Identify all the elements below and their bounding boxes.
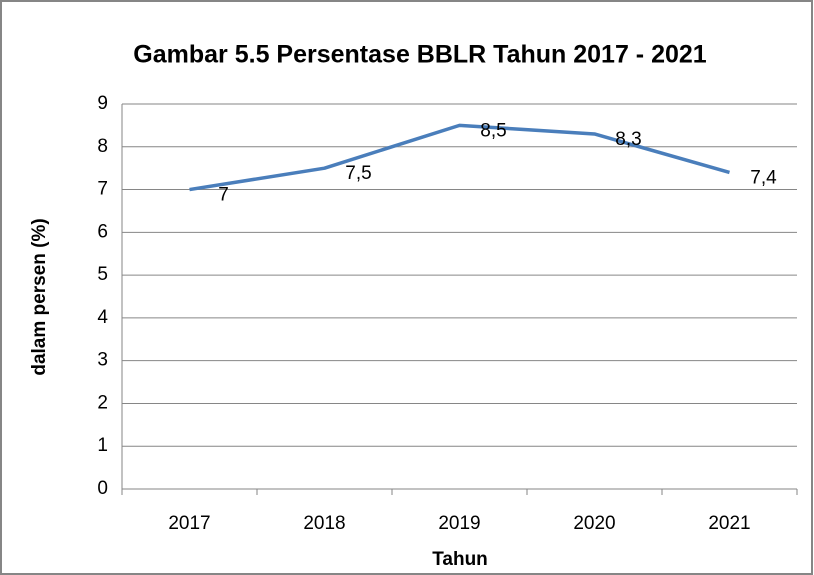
x-axis-label: Tahun [432,549,488,570]
y-tick-label: 9 [97,93,108,114]
data-label: 8,5 [480,120,506,141]
data-label: 7,5 [345,163,371,184]
y-axis-label: dalam persen (%) [29,218,50,375]
y-tick-label: 4 [97,307,108,328]
x-tick-label: 2020 [573,513,615,534]
x-tick-label: 2018 [303,513,345,534]
y-tick-label: 0 [97,478,108,499]
y-tick-label: 8 [97,136,108,157]
chart-title: Gambar 5.5 Persentase BBLR Tahun 2017 - … [133,41,706,69]
y-tick-label: 7 [97,179,108,200]
data-line [189,123,730,192]
x-tick-label: 2021 [708,513,750,534]
y-tick-label: 5 [97,264,108,285]
x-tick-label: 2019 [438,513,480,534]
data-label: 7 [218,185,229,206]
y-tick-label: 1 [97,435,108,456]
y-tick-label: 3 [97,350,108,371]
y-tick-label: 6 [97,221,108,242]
data-label: 8,3 [615,129,641,150]
x-tick-label: 2017 [168,513,210,534]
y-tick-label: 2 [97,392,108,413]
data-label: 7,4 [750,167,777,188]
